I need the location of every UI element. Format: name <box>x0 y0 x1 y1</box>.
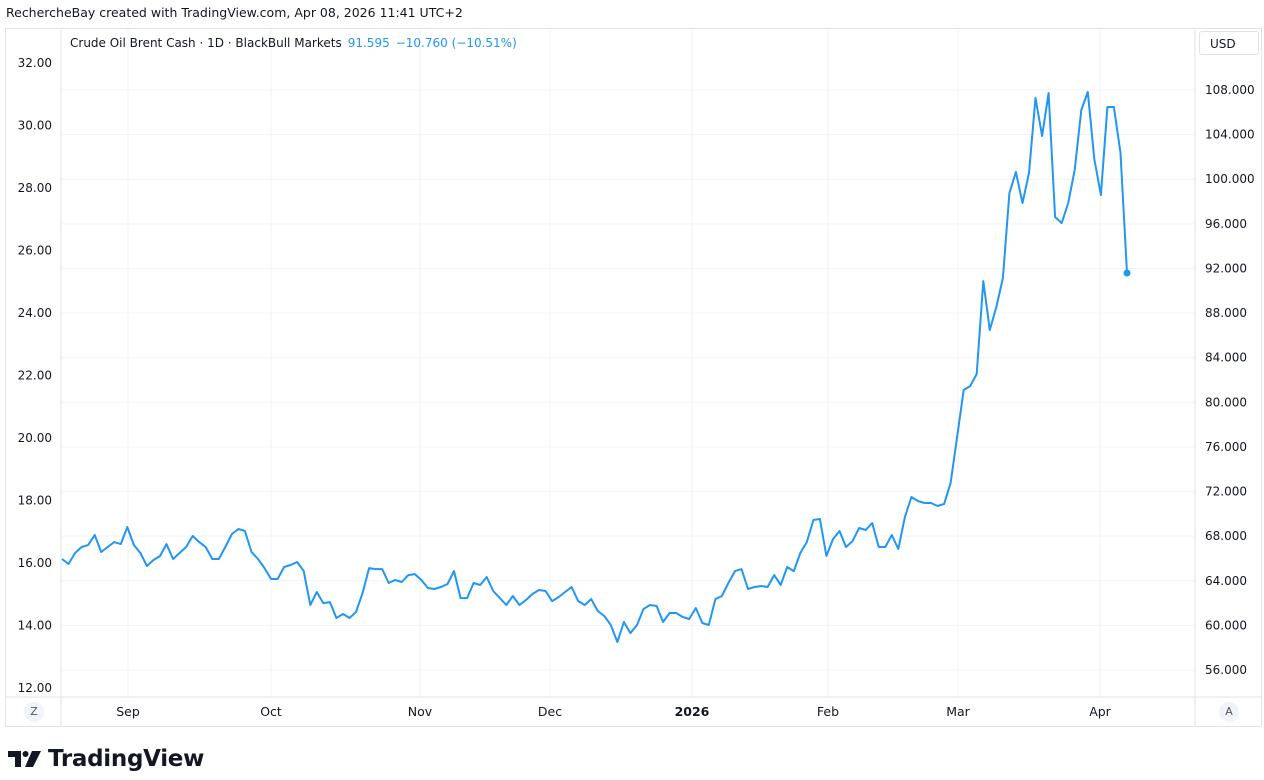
right-axis-tick-label: 104.000 <box>1205 128 1255 142</box>
axes <box>6 29 1261 726</box>
left-axis-tick-label: 26.00 <box>18 244 52 258</box>
right-axis-tick-label: 68.000 <box>1205 529 1247 543</box>
currency-button[interactable]: USD <box>1199 31 1259 55</box>
left-axis-tick-label: 16.00 <box>18 556 52 570</box>
time-axis: Sep Oct Nov Dec 2026 Feb Mar Apr <box>116 704 1111 719</box>
tradingview-logo[interactable]: TradingView <box>8 746 204 772</box>
time-axis-tick-label: Nov <box>408 704 433 719</box>
right-axis-tick-label: 56.000 <box>1205 663 1247 677</box>
left-axis-tick-label: 22.00 <box>18 369 52 383</box>
price-line <box>61 91 1128 643</box>
tradingview-logo-icon <box>8 751 41 767</box>
right-axis-tick-label: 108.000 <box>1205 83 1255 97</box>
right-axis-tick-label: 88.000 <box>1205 306 1247 320</box>
right-axis-tick-label: 64.000 <box>1205 574 1247 588</box>
last-price-marker <box>1123 269 1131 277</box>
last-price: 91.595 <box>347 36 390 50</box>
price-change: −10.760 (−10.51%) <box>395 36 517 50</box>
right-axis-tick-label: 80.000 <box>1205 395 1247 409</box>
time-axis-tick-label: Oct <box>260 704 282 719</box>
symbol-legend[interactable]: Crude Oil Brent Cash · 1D · BlackBull Ma… <box>70 36 517 50</box>
time-axis-tick-label: Sep <box>116 704 140 719</box>
time-axis-tick-label: Mar <box>946 704 970 719</box>
left-axis-tick-label: 28.00 <box>18 181 52 195</box>
left-axis-tick-label: 30.00 <box>18 119 52 133</box>
left-axis-tick-label: 12.00 <box>18 681 52 695</box>
left-price-axis: 32.00 30.00 28.00 26.00 24.00 22.00 20.00 18.00… <box>18 56 52 695</box>
time-axis-tick-label: Feb <box>817 704 839 719</box>
chart-caption: RechercheBay created with TradingView.co… <box>6 5 463 20</box>
plot-area <box>61 91 1131 643</box>
right-axis-tick-label: 96.000 <box>1205 217 1247 231</box>
left-axis-tick-label: 20.00 <box>18 431 52 445</box>
left-axis-tick-label: 24.00 <box>18 306 52 320</box>
left-axis-tick-label: 18.00 <box>18 494 52 508</box>
tradingview-logo-text: TradingView <box>48 746 205 772</box>
time-axis-tick-label: 2026 <box>675 704 710 719</box>
right-axis-tick-label: 76.000 <box>1205 440 1247 454</box>
grid <box>61 29 1195 697</box>
time-axis-tick-label: Dec <box>538 704 562 719</box>
right-axis-tick-label: 60.000 <box>1205 618 1247 632</box>
auto-scale-right-button[interactable]: A <box>1219 702 1239 722</box>
chart-frame <box>5 28 1262 727</box>
right-axis-tick-label: 84.000 <box>1205 351 1247 365</box>
left-axis-tick-label: 14.00 <box>18 619 52 633</box>
right-axis-tick-label: 92.000 <box>1205 261 1247 275</box>
right-price-axis: 108.000 104.000 100.000 96.000 92.000 88.000 8… <box>1205 83 1255 677</box>
right-axis-tick-label: 72.000 <box>1205 485 1247 499</box>
symbol-title: Crude Oil Brent Cash · 1D · BlackBull Ma… <box>70 36 342 50</box>
left-axis-tick-label: 32.00 <box>18 56 52 70</box>
auto-scale-left-button[interactable]: Z <box>24 702 44 722</box>
right-axis-tick-label: 100.000 <box>1205 172 1255 186</box>
time-axis-tick-label: Apr <box>1089 704 1111 719</box>
